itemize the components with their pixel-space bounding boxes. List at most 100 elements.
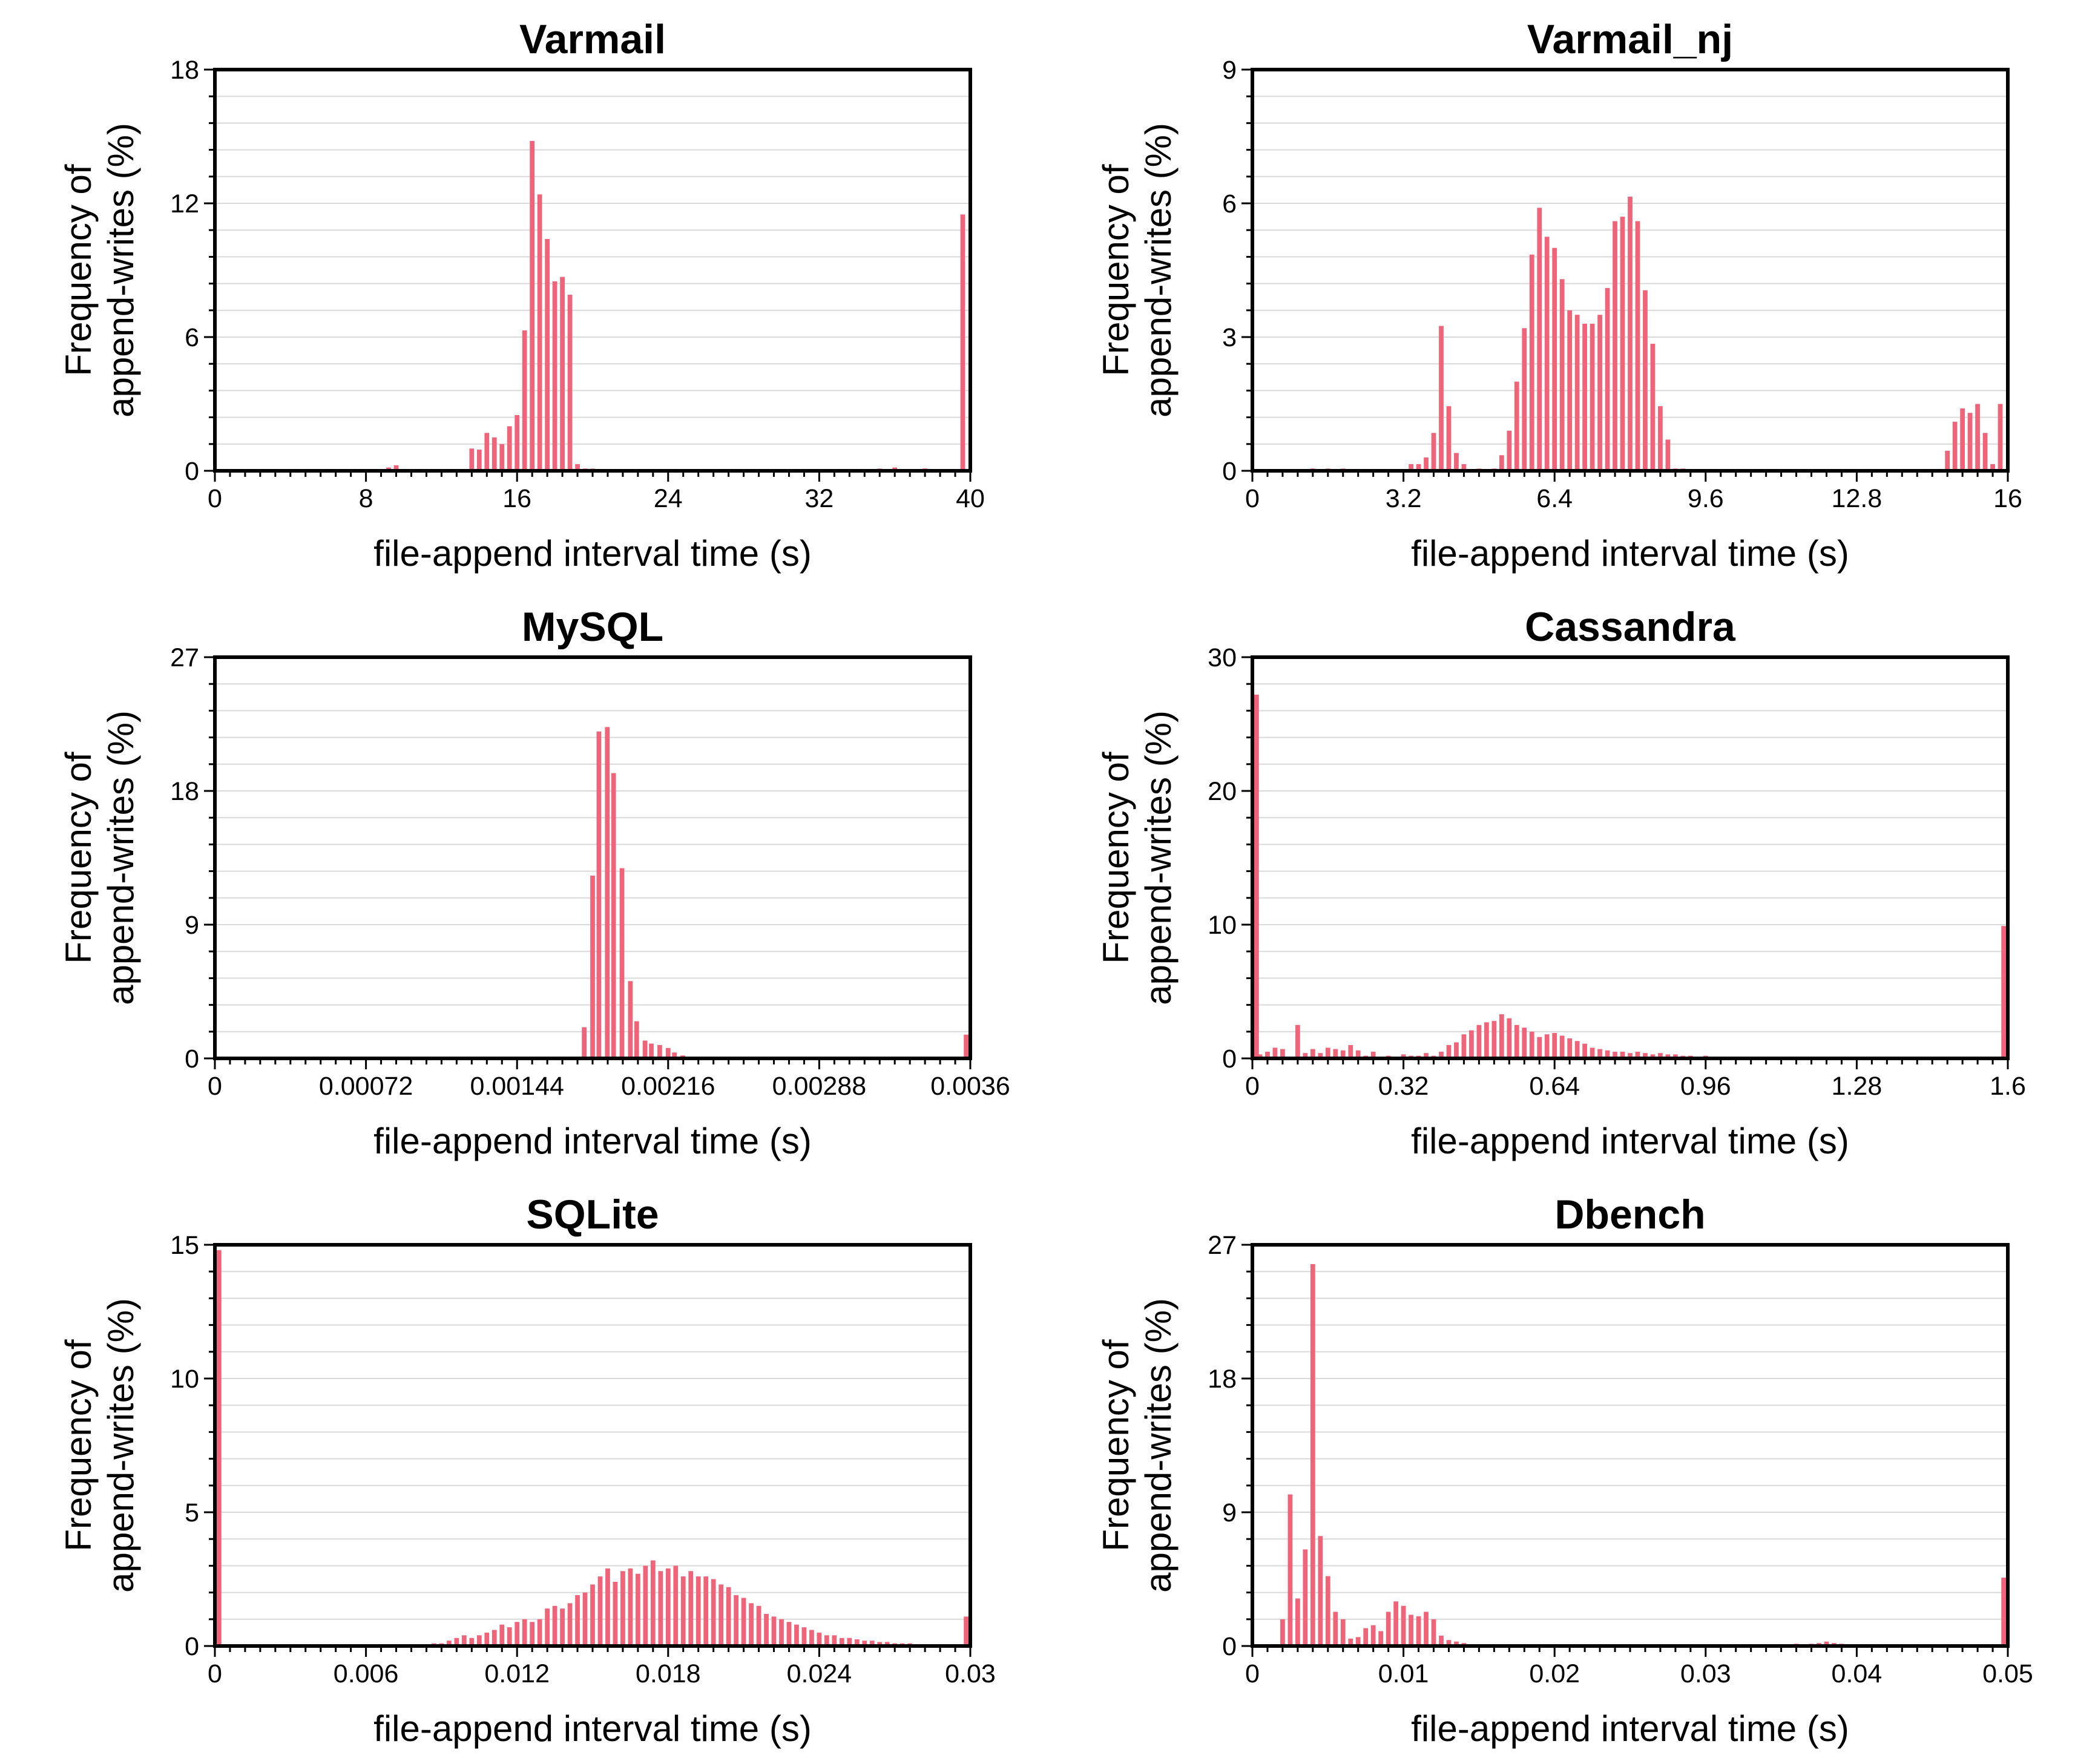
histogram-bar — [1454, 1042, 1459, 1058]
y-tick-label: 10 — [170, 1365, 199, 1394]
chart-panel-mysql: 0 9 18 27 0 0.00072 0.00144 0.00216 0.00288 0.003… — [0, 588, 1038, 1175]
histogram-bar — [665, 1048, 671, 1058]
x-tick-label: 12.8 — [1832, 484, 1883, 513]
x-tick-label: 0.024 — [787, 1659, 852, 1688]
x-tick-label: 0.01 — [1378, 1659, 1429, 1688]
histogram-bar — [1431, 1619, 1436, 1646]
chart-title: Varmail_nj — [1527, 16, 1733, 62]
histogram-bar — [1265, 1051, 1270, 1058]
chart-panel-cassandra: 0 10 20 30 0 0.32 0.64 0.96 1.28 1.6 Cassandra file… — [1038, 588, 2075, 1175]
histogram-bar — [1454, 453, 1459, 471]
histogram-bar — [703, 1576, 709, 1646]
histogram-bar — [1476, 1025, 1482, 1058]
histogram-bar — [507, 426, 512, 471]
histogram-bar — [1469, 1030, 1474, 1058]
y-axis-label-line1: Frequency of — [58, 1339, 99, 1552]
histogram-bar — [1409, 1615, 1413, 1646]
histogram-bar — [1628, 1053, 1633, 1058]
chart-title: Dbench — [1554, 1192, 1705, 1238]
histogram-bar — [1590, 323, 1595, 471]
x-tick-label: 0 — [1245, 1072, 1260, 1101]
histogram-bar — [884, 1642, 890, 1646]
histogram-bar — [515, 1622, 520, 1646]
histogram-bar — [964, 1034, 968, 1058]
histogram-bar — [454, 1638, 459, 1646]
histogram-bar — [484, 1632, 490, 1646]
x-tick-label: 0.02 — [1529, 1659, 1580, 1688]
y-tick-label: 30 — [1208, 643, 1237, 672]
y-axis-label-line2: append-writes (%) — [1138, 710, 1179, 1005]
histogram-bar — [1643, 290, 1648, 471]
histogram-bar — [1967, 413, 1973, 471]
histogram-bar — [711, 1579, 716, 1646]
chart-panel-dbench: 0 9 18 27 0 0.01 0.02 0.03 0.04 0.05 Dbench file-ap… — [1038, 1175, 2075, 1763]
histogram-bar — [854, 1639, 860, 1646]
histogram-bar — [476, 1635, 482, 1646]
histogram-bar — [1318, 1536, 1323, 1646]
histogram-bar — [461, 1635, 467, 1646]
y-axis-label-line1: Frequency of — [58, 164, 99, 376]
x-tick-label: 0.0036 — [930, 1072, 1010, 1101]
chart-svg: 0 6 12 18 0 8 16 24 32 40 Varmail file-append inter… — [58, 16, 985, 574]
histogram-bar — [1416, 1616, 1421, 1646]
histogram-bar — [1439, 1635, 1444, 1646]
x-tick-label: 9.6 — [1688, 484, 1724, 513]
histogram-bar — [786, 1622, 792, 1646]
plot-frame — [1251, 655, 2010, 1060]
y-tick-label: 6 — [185, 323, 199, 352]
x-tick-label: 8 — [359, 484, 373, 513]
histogram-bar — [673, 1566, 679, 1646]
plot-frame — [1251, 68, 2010, 473]
histogram-bar — [749, 1603, 754, 1646]
histogram-bar — [734, 1595, 738, 1646]
histogram-bar — [1982, 433, 1988, 471]
histogram-bar — [1613, 221, 1617, 471]
x-tick-label: 0 — [1245, 484, 1260, 513]
histogram-bar — [1522, 328, 1527, 471]
x-axis-label: file-append interval time (s) — [373, 1708, 812, 1749]
plot-frame — [1251, 1243, 2010, 1648]
histogram-bar — [1665, 1054, 1671, 1058]
x-tick-label: 0.00288 — [772, 1072, 866, 1101]
histogram-bar — [552, 281, 557, 471]
x-axis-label: file-append interval time (s) — [1411, 1121, 1849, 1161]
chart-svg: 0 9 18 27 0 0.01 0.02 0.03 0.04 0.05 Dbench file-ap… — [1096, 1192, 2033, 1749]
histogram-bar — [560, 1608, 565, 1646]
x-axis-label: file-append interval time (s) — [1411, 533, 1849, 574]
chart-title: Cassandra — [1525, 604, 1736, 650]
histogram-bar — [1280, 1619, 1285, 1646]
histogram-bar — [1658, 406, 1663, 471]
histogram-bar — [492, 437, 497, 471]
histogram-bar — [771, 1616, 777, 1646]
histogram-bar — [1416, 464, 1421, 471]
histogram-bar — [1514, 381, 1519, 471]
x-tick-label: 0.03 — [945, 1659, 996, 1688]
histogram-bar — [680, 1576, 686, 1646]
histogram-bar — [1310, 1049, 1315, 1058]
histogram-bar — [665, 1568, 671, 1646]
histogram-bar — [605, 727, 610, 1058]
x-axis-label: file-append interval time (s) — [373, 533, 812, 574]
histogram-bar — [499, 444, 505, 471]
histogram-bar — [1650, 1054, 1656, 1058]
histogram-bar — [1605, 287, 1610, 471]
histogram-bar — [1370, 1625, 1376, 1646]
histogram-bar — [530, 140, 535, 471]
histogram-bar — [1461, 1034, 1467, 1058]
histogram-bar — [1552, 1033, 1557, 1058]
histogram-bar — [1514, 1025, 1519, 1058]
histogram-bar — [1333, 1612, 1338, 1646]
y-axis-label-line2: append-writes (%) — [100, 123, 141, 418]
histogram-bar — [1424, 1612, 1429, 1646]
histogram-bar — [1340, 1619, 1346, 1646]
x-tick-label: 6.4 — [1536, 484, 1573, 513]
histogram-bar — [636, 1573, 640, 1646]
x-tick-label: 0.03 — [1680, 1659, 1731, 1688]
histogram-bar — [522, 330, 527, 471]
histogram-bar — [1507, 430, 1512, 471]
histogram-bar — [1559, 1035, 1565, 1058]
histogram-bar — [877, 1642, 883, 1646]
histogram-bar — [476, 450, 482, 471]
x-tick-label: 1.28 — [1832, 1072, 1883, 1101]
histogram-bar — [1446, 406, 1452, 471]
